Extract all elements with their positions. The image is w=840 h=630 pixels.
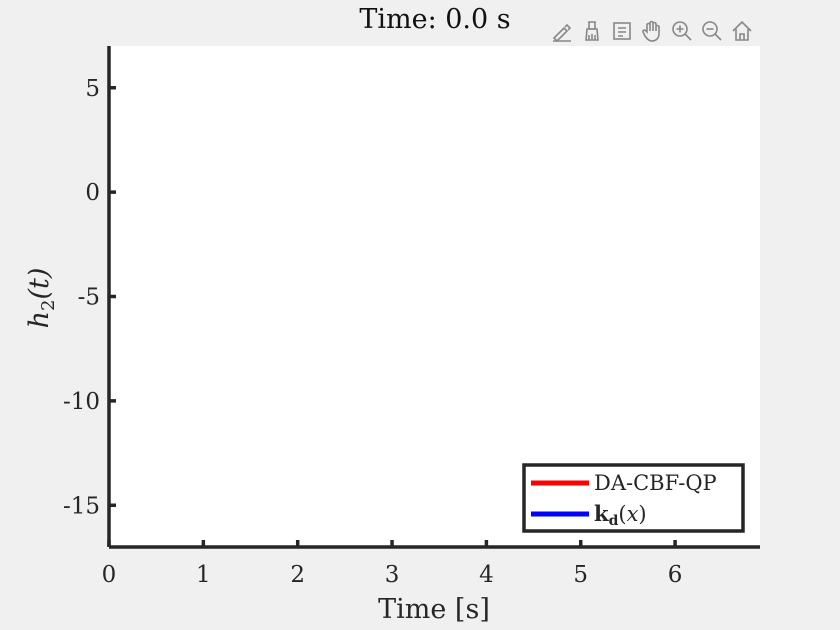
y-ticks: 5 0 -5 -10 -15: [63, 76, 116, 519]
legend-box: [522, 463, 745, 533]
x-tick-label: 0: [102, 562, 117, 588]
x-tick-label: 3: [385, 562, 400, 588]
x-tick-label: 6: [668, 562, 683, 588]
zoom-in-icon[interactable]: [668, 17, 696, 45]
brush-icon[interactable]: [578, 17, 606, 45]
legend[interactable]: DA-CBF-QP kd(x): [522, 463, 745, 533]
x-tick-label: 5: [573, 562, 588, 588]
legend-label-da-cbf-qp: DA-CBF-QP: [594, 471, 717, 495]
y-tick-label: 0: [85, 180, 100, 206]
y-axis-label: h2(t): [24, 268, 59, 329]
data-tips-icon[interactable]: [608, 17, 636, 45]
y-tick-label: -15: [63, 493, 100, 519]
x-axis-label: Time [s]: [378, 594, 490, 625]
y-tick-label: -5: [78, 285, 100, 311]
pan-icon[interactable]: [638, 17, 666, 45]
x-tick-label: 1: [196, 562, 211, 588]
axes-toolbar: [548, 16, 756, 46]
legend-label-kd: kd(x): [594, 501, 647, 529]
x-ticks: 0 1 2 3 4 5 6: [102, 540, 683, 588]
x-tick-label: 2: [290, 562, 305, 588]
zoom-out-icon[interactable]: [698, 17, 726, 45]
chart-title: Time: 0.0 s: [359, 4, 511, 35]
y-tick-label: -10: [63, 389, 100, 415]
y-tick-label: 5: [85, 76, 100, 102]
home-icon[interactable]: [728, 17, 756, 45]
x-tick-label: 4: [479, 562, 494, 588]
edit-plot-icon[interactable]: [548, 17, 576, 45]
